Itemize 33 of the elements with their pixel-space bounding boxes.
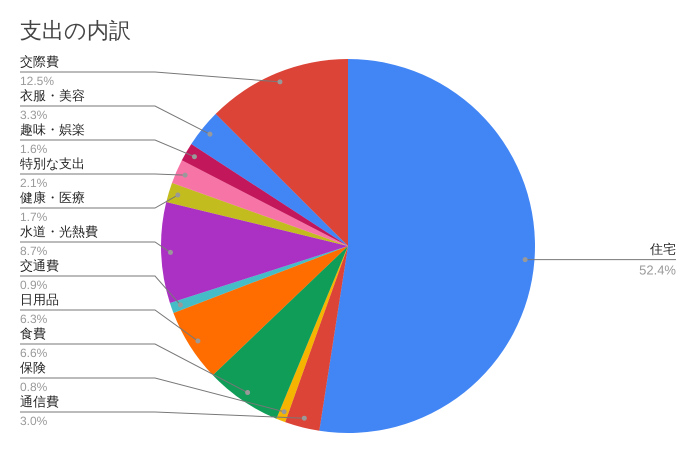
data-label: 6.3%	[20, 312, 48, 326]
data-label: 3.3%	[20, 108, 48, 122]
chart-title: 支出の内訳	[20, 18, 131, 43]
pie-slice	[276, 246, 348, 422]
data-label: 12.5%	[20, 74, 54, 88]
slice-label: 交際費	[20, 54, 59, 69]
pie-slice	[172, 160, 348, 246]
data-label: 52.4%	[639, 262, 676, 278]
data-label: 0.8%	[20, 380, 48, 394]
slice-label: 住宅	[649, 242, 676, 257]
slice-label: 日用品	[20, 292, 59, 307]
data-label: 3.0%	[20, 414, 48, 428]
slice-label: 食費	[20, 326, 46, 341]
slice-label: 衣服・美容	[20, 88, 85, 103]
pie-slice	[173, 246, 348, 376]
data-label: 1.7%	[20, 210, 48, 224]
pie-slice	[182, 144, 348, 246]
data-label: 8.7%	[20, 244, 48, 258]
pie-slice	[212, 246, 348, 419]
data-label: 1.6%	[20, 142, 48, 156]
slice-label: 健康・医療	[20, 190, 85, 205]
slice-label: 趣味・娯楽	[20, 122, 85, 137]
pie-slice	[161, 202, 348, 304]
slice-label: 通信費	[20, 394, 59, 409]
slice-label: 交通費	[20, 258, 59, 273]
data-label: 6.6%	[20, 346, 48, 360]
pie-slice	[166, 182, 348, 246]
data-label: 2.1%	[20, 176, 48, 190]
slice-label: 特別な支出	[20, 156, 85, 171]
slice-label: 保険	[20, 360, 46, 375]
slice-label: 水道・光熱費	[20, 224, 98, 239]
pie-slice	[170, 246, 348, 313]
data-label: 0.9%	[20, 278, 48, 292]
